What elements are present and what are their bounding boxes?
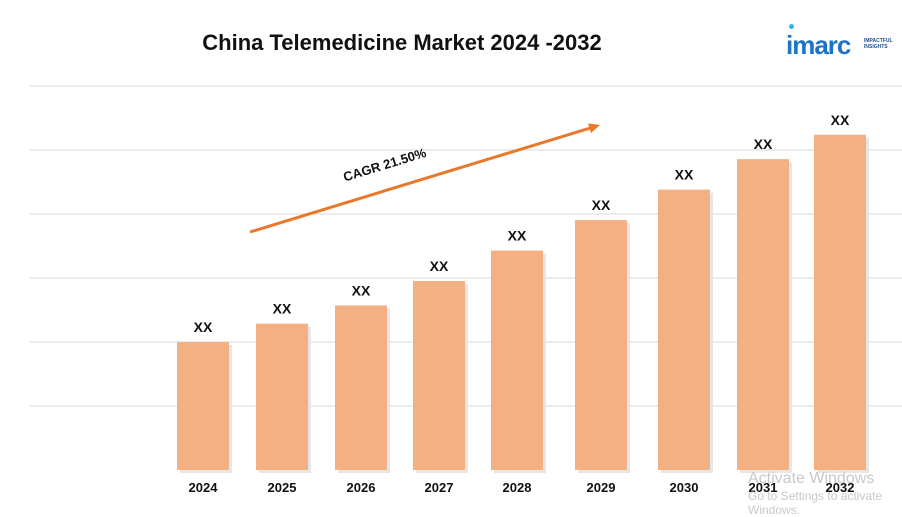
- bar: [256, 323, 308, 470]
- x-tick-label: 2026: [347, 480, 376, 495]
- data-label: XX: [754, 136, 773, 152]
- activate-windows-watermark: Activate Windows Go to Settings to activ…: [748, 470, 902, 517]
- bar-chart: XX 2024 XX 2025 XX 2026 XX 2027 XX 2028 XX 2029 XX 20…: [30, 85, 902, 495]
- logo-tagline-line1: IMPACTFUL: [864, 38, 893, 44]
- data-label: XX: [273, 301, 292, 317]
- bar: [658, 189, 710, 470]
- watermark-line1: Activate Windows: [748, 470, 875, 487]
- logo-dot-icon: [789, 24, 794, 29]
- data-label: XX: [430, 258, 449, 274]
- imarc-logo: imarc IMPACTFUL INSIGHTS: [786, 24, 898, 64]
- logo-wordmark: imarc: [786, 30, 851, 60]
- data-label: XX: [592, 197, 611, 213]
- bar: [575, 220, 627, 470]
- bar: [737, 159, 789, 470]
- x-tick-label: 2028: [503, 480, 532, 495]
- logo-tagline: IMPACTFUL INSIGHTS: [864, 38, 893, 50]
- cagr-arrow-line: [249, 126, 593, 234]
- data-label: XX: [194, 319, 213, 335]
- logo-tagline-line2: INSIGHTS: [864, 44, 888, 50]
- x-tick-label: 2029: [587, 480, 616, 495]
- x-tick-label: 2024: [189, 480, 219, 495]
- bar: [491, 250, 543, 470]
- x-tick-label: 2031: [749, 480, 778, 495]
- x-tick-label: 2032: [826, 480, 855, 495]
- data-label: XX: [675, 167, 694, 183]
- data-label: XX: [352, 282, 371, 298]
- watermark-line2: Go to Settings to activate Windows.: [748, 489, 883, 517]
- bar: [177, 342, 229, 470]
- bar: [413, 281, 465, 470]
- bar: [335, 305, 387, 470]
- chart-title: China Telemedicine Market 2024 -2032: [202, 30, 602, 55]
- cagr-label: CAGR 21.50%: [341, 145, 428, 185]
- cagr-arrow-head-icon: [588, 123, 600, 133]
- x-tick-label: 2027: [425, 480, 454, 495]
- x-tick-label: 2025: [268, 480, 297, 495]
- bar: [814, 134, 866, 470]
- x-tick-label: 2030: [670, 480, 699, 495]
- data-label: XX: [831, 112, 850, 128]
- data-label: XX: [508, 228, 527, 244]
